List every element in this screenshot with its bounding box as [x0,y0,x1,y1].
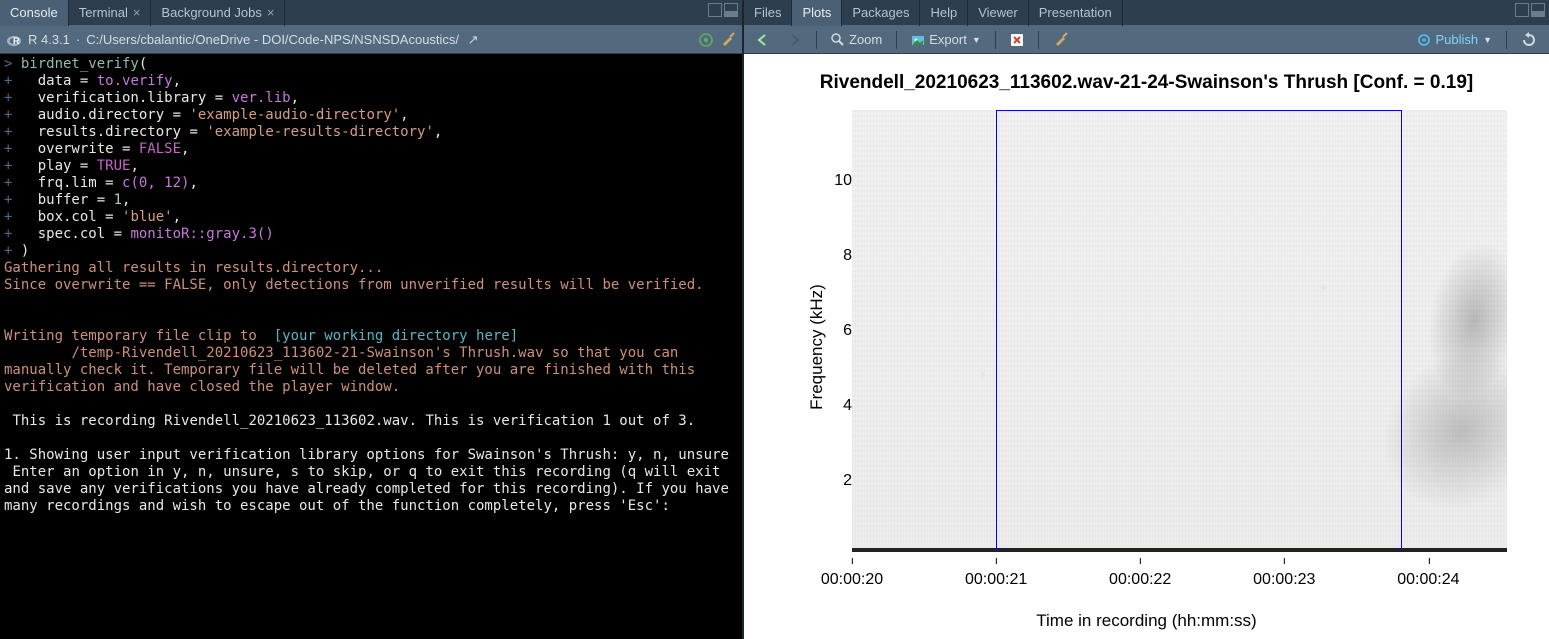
x-tick: 00:00:20 [821,571,883,589]
tab-files[interactable]: Files [744,0,792,26]
plot-rect [852,110,1507,552]
y-tick: 10 [822,172,852,190]
export-label: Export [929,32,967,47]
y-tick: 4 [822,397,852,415]
x-ticks: 00:00:2000:00:2100:00:2200:00:2300:00:24 [852,571,1507,591]
tab-plots[interactable]: Plots [792,0,842,26]
minimize-icon[interactable] [1515,3,1529,17]
x-axis-label: Time in recording (hh:mm:ss) [744,611,1549,631]
next-plot-button[interactable] [782,32,808,48]
chevron-down-icon: ▼ [972,35,981,45]
tab-viewer[interactable]: Viewer [968,0,1029,26]
remove-plot-button[interactable] [1004,31,1030,49]
tab-label: Terminal [79,4,128,22]
tab-terminal[interactable]: Terminal × [69,0,152,26]
x-tick: 00:00:22 [1109,571,1171,589]
clear-plots-button[interactable] [1047,30,1075,50]
right-tabs: FilesPlotsPackagesHelpViewerPresentation [744,0,1549,26]
maximize-icon[interactable] [1531,3,1545,17]
tab-help[interactable]: Help [920,0,968,26]
detection-box [996,110,1402,552]
r-logo-icon: R [6,32,22,48]
spectrogram [852,110,1507,552]
prev-plot-button[interactable] [750,32,776,48]
target-icon[interactable] [698,32,714,48]
y-tick: 8 [822,247,852,265]
tab-presentation[interactable]: Presentation [1029,0,1123,26]
left-tabs: Console Terminal × Background Jobs × [0,0,742,26]
publish-label: Publish [1435,32,1478,47]
y-tick: 2 [822,472,852,490]
close-icon[interactable]: × [267,4,275,22]
maximize-icon[interactable] [724,3,738,17]
close-icon[interactable]: × [133,4,141,22]
window-controls [708,3,738,17]
broom-icon[interactable] [720,32,736,48]
console-output[interactable]: > birdnet_verify( + data = to.verify, + … [0,54,742,639]
y-tick: 6 [822,322,852,340]
share-icon[interactable]: ↗ [465,32,481,48]
y-ticks: 2 4 6 8 10 [822,110,852,552]
refresh-button[interactable] [1515,30,1543,50]
working-directory: C:/Users/cbalantic/OneDrive - DOI/Code-N… [86,32,459,47]
chevron-down-icon: ▼ [1483,35,1492,45]
x-tick: 00:00:23 [1253,571,1315,589]
x-tick: 00:00:21 [965,571,1027,589]
plots-toolbar: Zoom Export ▼ Publish ▼ [744,26,1549,54]
console-toolbar: R R 4.3.1 · C:/Users/cbalantic/OneDrive … [0,26,742,54]
minimize-icon[interactable] [708,3,722,17]
console-pane: Console Terminal × Background Jobs × R R 4.3… [0,0,744,639]
tab-background-jobs[interactable]: Background Jobs × [151,0,285,26]
zoom-label: Zoom [849,32,882,47]
tab-label: Console [10,4,58,22]
plot-area: Rivendell_20210623_113602.wav-21-24-Swai… [744,54,1549,639]
tab-console[interactable]: Console [0,0,69,26]
plot-title: Rivendell_20210623_113602.wav-21-24-Swai… [744,72,1549,94]
plots-pane: FilesPlotsPackagesHelpViewerPresentation… [744,0,1549,639]
x-tick: 00:00:24 [1397,571,1459,589]
export-button[interactable]: Export ▼ [905,30,987,49]
tab-packages[interactable]: Packages [842,0,920,26]
window-controls [1515,3,1545,17]
publish-button[interactable]: Publish ▼ [1411,30,1498,49]
path-separator: · [76,32,80,47]
svg-text:R: R [13,36,20,46]
zoom-button[interactable]: Zoom [825,30,888,49]
r-version: R 4.3.1 [28,32,70,47]
tab-label: Background Jobs [161,4,261,22]
